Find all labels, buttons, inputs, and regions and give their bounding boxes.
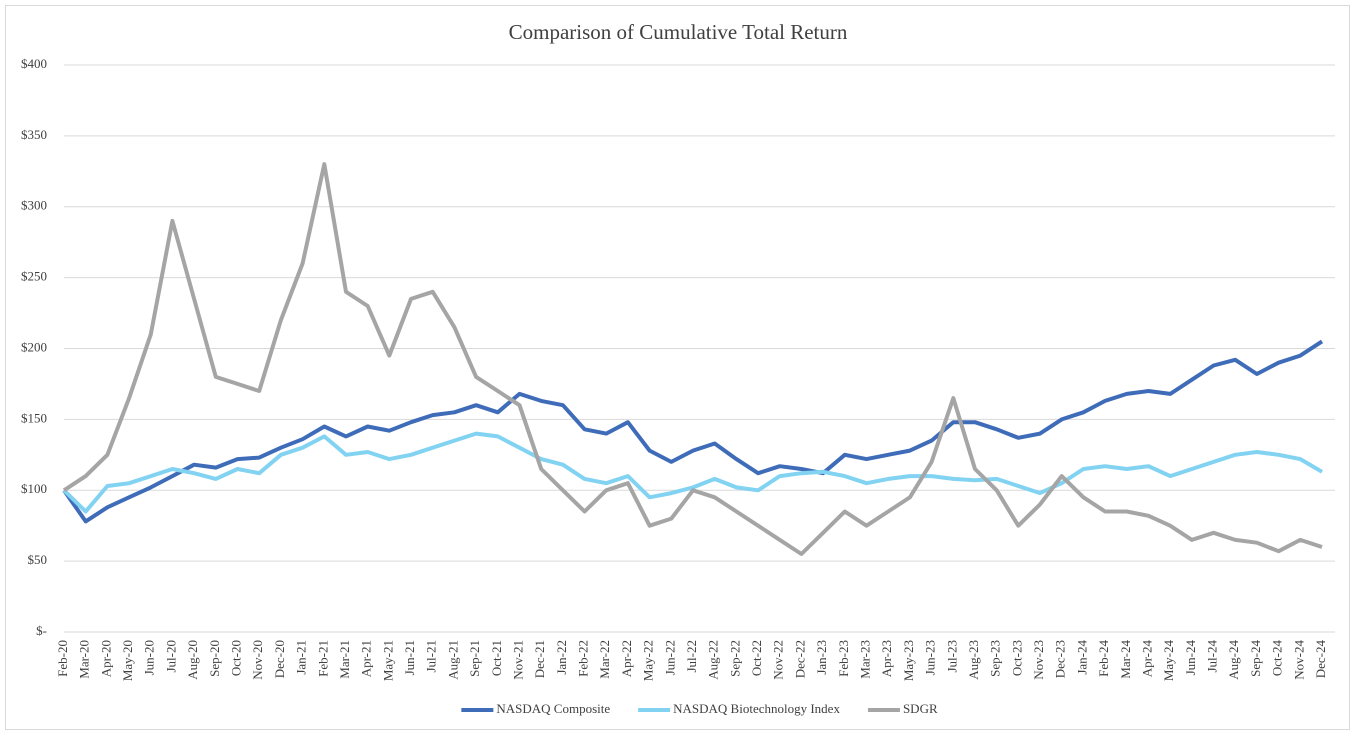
x-tick-label: Aug-21 (445, 640, 460, 680)
y-tick-label: $300 (21, 198, 47, 213)
y-tick-label: $350 (21, 127, 47, 142)
x-tick-label: Jul-21 (424, 640, 439, 673)
x-tick-label: Aug-23 (966, 640, 981, 680)
x-tick-label: Jun-24 (1183, 640, 1198, 676)
x-tick-label: Mar-24 (1118, 640, 1133, 679)
y-tick-label: $50 (28, 552, 48, 567)
y-tick-label: $150 (21, 410, 47, 425)
x-tick-label: Dec-22 (792, 640, 807, 678)
x-tick-label: May-23 (901, 640, 916, 681)
y-tick-label: $400 (21, 56, 47, 71)
x-tick-label: Mar-23 (858, 640, 873, 679)
x-tick-label: Apr-24 (1139, 640, 1154, 678)
x-tick-label: Jul-24 (1205, 640, 1220, 673)
x-tick-label: Apr-21 (359, 640, 374, 677)
x-tick-label: Oct-23 (1009, 640, 1024, 676)
x-tick-label: Feb-24 (1096, 640, 1111, 677)
x-tick-label: Nov-21 (510, 640, 525, 680)
x-tick-label: Apr-23 (879, 640, 894, 677)
x-tick-label: May-21 (380, 640, 395, 681)
legend-label: SDGR (903, 701, 938, 716)
legend-label: NASDAQ Biotechnology Index (673, 701, 840, 716)
x-tick-label: Apr-20 (98, 640, 113, 677)
x-tick-label: Jun-21 (402, 640, 417, 675)
x-tick-label: Feb-21 (315, 640, 330, 677)
x-tick-label: Jan-21 (294, 640, 309, 675)
x-tick-label: Nov-24 (1291, 640, 1306, 680)
x-tick-label: Dec-24 (1313, 640, 1328, 679)
x-tick-label: Sep-24 (1248, 640, 1263, 677)
series-line (62, 339, 1324, 524)
x-tick-label: Jan-22 (554, 640, 569, 675)
x-tick-label: Dec-20 (272, 640, 287, 678)
x-tick-label: Sep-20 (207, 640, 222, 677)
x-tick-label: Nov-22 (771, 640, 786, 680)
x-tick-label: Jul-23 (944, 640, 959, 673)
x-tick-label: Jul-20 (163, 640, 178, 673)
y-tick-label: $250 (21, 269, 47, 284)
x-tick-label: Sep-22 (727, 640, 742, 677)
x-tick-label: Sep-23 (988, 640, 1003, 677)
chart-title: Comparison of Cumulative Total Return (509, 20, 848, 44)
x-tick-label: Jan-24 (1074, 640, 1089, 675)
y-tick-label: $- (36, 623, 47, 638)
x-tick-label: Jun-20 (142, 640, 157, 675)
x-tick-label: Nov-23 (1031, 640, 1046, 680)
x-tick-label: Dec-23 (1053, 640, 1068, 678)
x-tick-label: Jan-23 (814, 640, 829, 675)
series-line (62, 162, 1323, 556)
x-tick-label: Nov-20 (250, 640, 265, 680)
x-tick-label: May-20 (120, 640, 135, 681)
legend: NASDAQ Composite NASDAQ Biotechnology Ind… (461, 701, 938, 716)
chart-border (5, 5, 1350, 730)
x-tick-label: Aug-24 (1226, 640, 1241, 680)
series-line (62, 431, 1324, 514)
x-tick-label: Oct-24 (1270, 640, 1285, 677)
y-tick-label: $200 (21, 339, 47, 354)
x-tick-label: Apr-22 (619, 640, 634, 677)
x-tick-label: Aug-20 (185, 640, 200, 680)
x-tick-label: Feb-23 (836, 640, 851, 677)
x-tick-label: Jun-22 (662, 640, 677, 675)
x-tick-label: May-24 (1161, 640, 1176, 682)
x-tick-label: May-22 (641, 640, 656, 681)
x-tick-label: Sep-21 (467, 640, 482, 677)
x-tick-label: Aug-22 (706, 640, 721, 680)
x-tick-label: Oct-21 (489, 640, 504, 676)
x-tick-label: Oct-22 (749, 640, 764, 676)
x-tick-label: Feb-22 (576, 640, 591, 677)
x-tick-label: Jul-22 (684, 640, 699, 673)
y-tick-label: $100 (21, 481, 47, 496)
x-tick-label: Feb-20 (55, 640, 70, 677)
x-tick-label: Dec-21 (532, 640, 547, 678)
x-tick-label: Mar-21 (337, 640, 352, 679)
legend-label: NASDAQ Composite (496, 701, 610, 716)
x-tick-label: Oct-20 (229, 640, 244, 676)
x-tick-label: Mar-20 (77, 640, 92, 679)
x-tick-label: Jun-23 (923, 640, 938, 675)
x-tick-label: Mar-22 (597, 640, 612, 679)
